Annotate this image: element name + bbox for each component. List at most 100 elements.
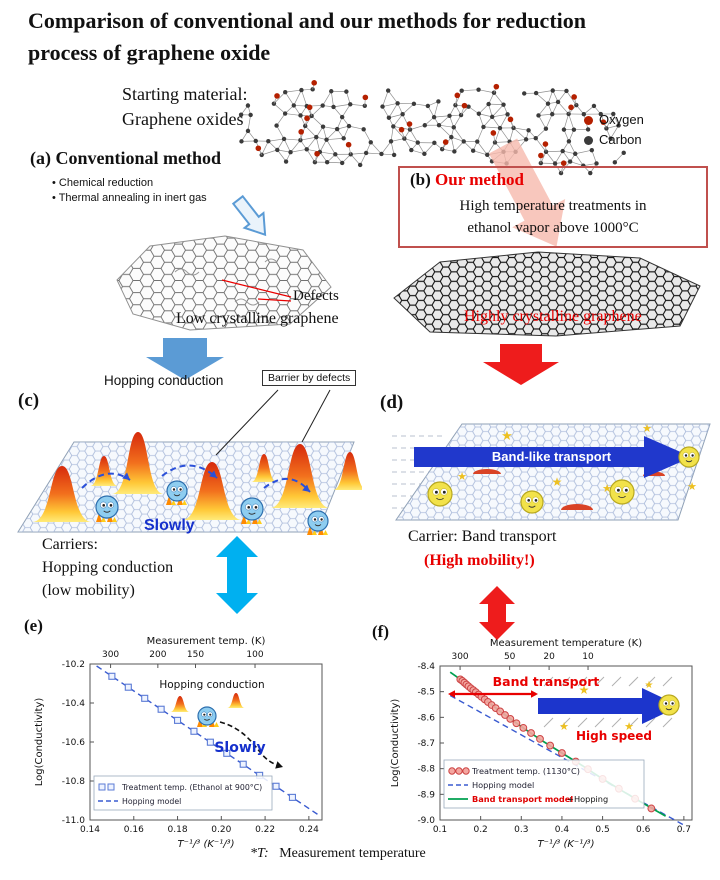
svg-text:-8.9: -8.9 (417, 790, 435, 800)
low-crystalline-label: Low crystalline graphene (176, 310, 339, 327)
svg-text:0.20: 0.20 (211, 825, 231, 835)
svg-text:-9.0: -9.0 (417, 816, 435, 826)
carrier-cartoon (658, 694, 680, 716)
svg-text:0.1: 0.1 (433, 825, 447, 835)
panel-c-label: (c) (18, 390, 40, 411)
carrier-cartoon (427, 481, 453, 507)
svg-text:-11.0: -11.0 (62, 816, 86, 826)
method-b-title: (b) Our method (410, 170, 524, 190)
graphene-oxide-molecule-illustration (238, 80, 626, 176)
star-icon: ★ (579, 683, 590, 697)
legend-carbon-row: Carbon (584, 132, 644, 147)
footnote: *T: Measurement temperature (250, 846, 426, 862)
starting-material-line-2: Graphene oxides (122, 109, 244, 129)
flame-icon (96, 513, 102, 522)
svg-text:0.7: 0.7 (677, 825, 691, 835)
panel-d-label: (d) (380, 392, 404, 413)
starting-material-line-1: Starting material: (122, 84, 248, 104)
star-icon: ★ (602, 482, 612, 495)
svg-text:-10.2: -10.2 (62, 660, 85, 670)
svg-text:0.4: 0.4 (555, 825, 570, 835)
svg-text:-8.8: -8.8 (417, 765, 435, 775)
star-icon: ★ (642, 422, 652, 435)
svg-text:-10.6: -10.6 (62, 738, 86, 748)
svg-text:-8.4: -8.4 (417, 662, 435, 672)
oxygen-dot-icon (584, 116, 593, 126)
carrier-band-caption-1: Carrier: Band transport (408, 528, 557, 545)
star-icon: ★ (501, 429, 513, 444)
carbon-label: Carbon (599, 132, 642, 147)
star-icon: ★ (559, 720, 569, 733)
carrier-cartoon (609, 479, 635, 505)
svg-text:0.2: 0.2 (473, 825, 487, 835)
svg-text:Band transport: Band transport (493, 674, 600, 689)
barrier-peak (182, 462, 242, 520)
band-transport-arrow (414, 436, 692, 478)
star-icon: ★ (457, 470, 467, 483)
carrier-cartoon (520, 490, 544, 514)
svg-text:0.5: 0.5 (595, 825, 609, 835)
low-crystalline-graphene-flake (116, 235, 332, 331)
svg-text:Measurement temp. (K): Measurement temp. (K) (147, 636, 266, 647)
svg-text:0.3: 0.3 (514, 825, 528, 835)
barrier-by-defects-label: Barrier by defects (262, 370, 357, 386)
svg-text:-8.6: -8.6 (417, 713, 435, 723)
barrier-peak (170, 696, 190, 712)
svg-text:Band transport model: Band transport model (472, 794, 573, 804)
flame-icon (166, 496, 172, 505)
carrier-band-caption-2: (High mobility!) (424, 552, 535, 569)
carriers-caption-2: Hopping conduction (42, 559, 174, 576)
svg-text:0.16: 0.16 (124, 825, 144, 835)
svg-text:-10.8: -10.8 (62, 777, 86, 787)
footnote-prefix: *T: (250, 846, 269, 861)
method-b-label: Our method (435, 170, 524, 189)
svg-text:+Hopping: +Hopping (567, 794, 608, 804)
blue-down-arrow (146, 338, 224, 380)
high-speed-arrow (538, 688, 680, 724)
flame-icon (241, 515, 247, 524)
method-a-bullet-1: • Chemical reduction (52, 177, 154, 189)
flame-icon (307, 526, 313, 535)
svg-text:10: 10 (582, 652, 594, 662)
svg-text:50: 50 (504, 652, 516, 662)
red-down-arrow (483, 344, 559, 385)
footnote-text: Measurement temperature (279, 846, 426, 861)
carrier-cartoon (307, 510, 329, 532)
cyan-double-arrow (216, 536, 258, 614)
svg-text:Hopping model: Hopping model (122, 797, 181, 806)
svg-text:Treatment temp. (1130°C): Treatment temp. (1130°C) (471, 766, 580, 776)
svg-text:High speed: High speed (576, 729, 652, 743)
defect-hump (561, 504, 593, 510)
method-b-desc: High temperature treatments in ethanol v… (400, 195, 706, 239)
panel-c-heading: Hopping conduction (104, 373, 224, 388)
legend-oxygen-row: Oxygen (584, 112, 644, 127)
method-a-label: (a) Conventional method (30, 148, 222, 168)
atom-legend: Oxygen Carbon (584, 112, 644, 147)
panel-f-label: (f) (372, 622, 389, 641)
method-b-desc-1: High temperature treatments in (459, 198, 647, 214)
svg-text:T⁻¹/³ (K⁻¹/³): T⁻¹/³ (K⁻¹/³) (538, 839, 595, 850)
chart-legend (93, 775, 273, 811)
defect-hump (473, 469, 501, 474)
star-icon: ★ (552, 475, 563, 489)
band-transport-illustration: ★ ★ ★ ★ ★ ★ (392, 422, 711, 521)
barrier-peak (270, 444, 330, 508)
star-icon: ★ (645, 680, 654, 691)
carriers-caption-1: Carriers: (42, 536, 98, 553)
svg-text:-8.5: -8.5 (417, 688, 435, 698)
svg-text:T⁻¹/³ (K⁻¹/³): T⁻¹/³ (K⁻¹/³) (178, 839, 235, 850)
carrier-cartoon (678, 446, 700, 468)
svg-text:Log(Conductivity): Log(Conductivity) (390, 699, 401, 788)
carrier-cartoon (95, 495, 119, 519)
hopping-arrow (81, 472, 131, 489)
method-b-prefix: (b) (410, 170, 431, 189)
method-b-desc-2: ethanol vapor above 1000°C (467, 220, 639, 236)
svg-text:100: 100 (246, 650, 263, 660)
svg-text:0.18: 0.18 (168, 825, 188, 835)
svg-text:0.22: 0.22 (255, 825, 275, 835)
hopping-arrow (263, 478, 311, 493)
barrier-peak (333, 452, 362, 490)
svg-text:Treatment temp. (Ethanol at 90: Treatment temp. (Ethanol at 900°C) (121, 783, 262, 792)
